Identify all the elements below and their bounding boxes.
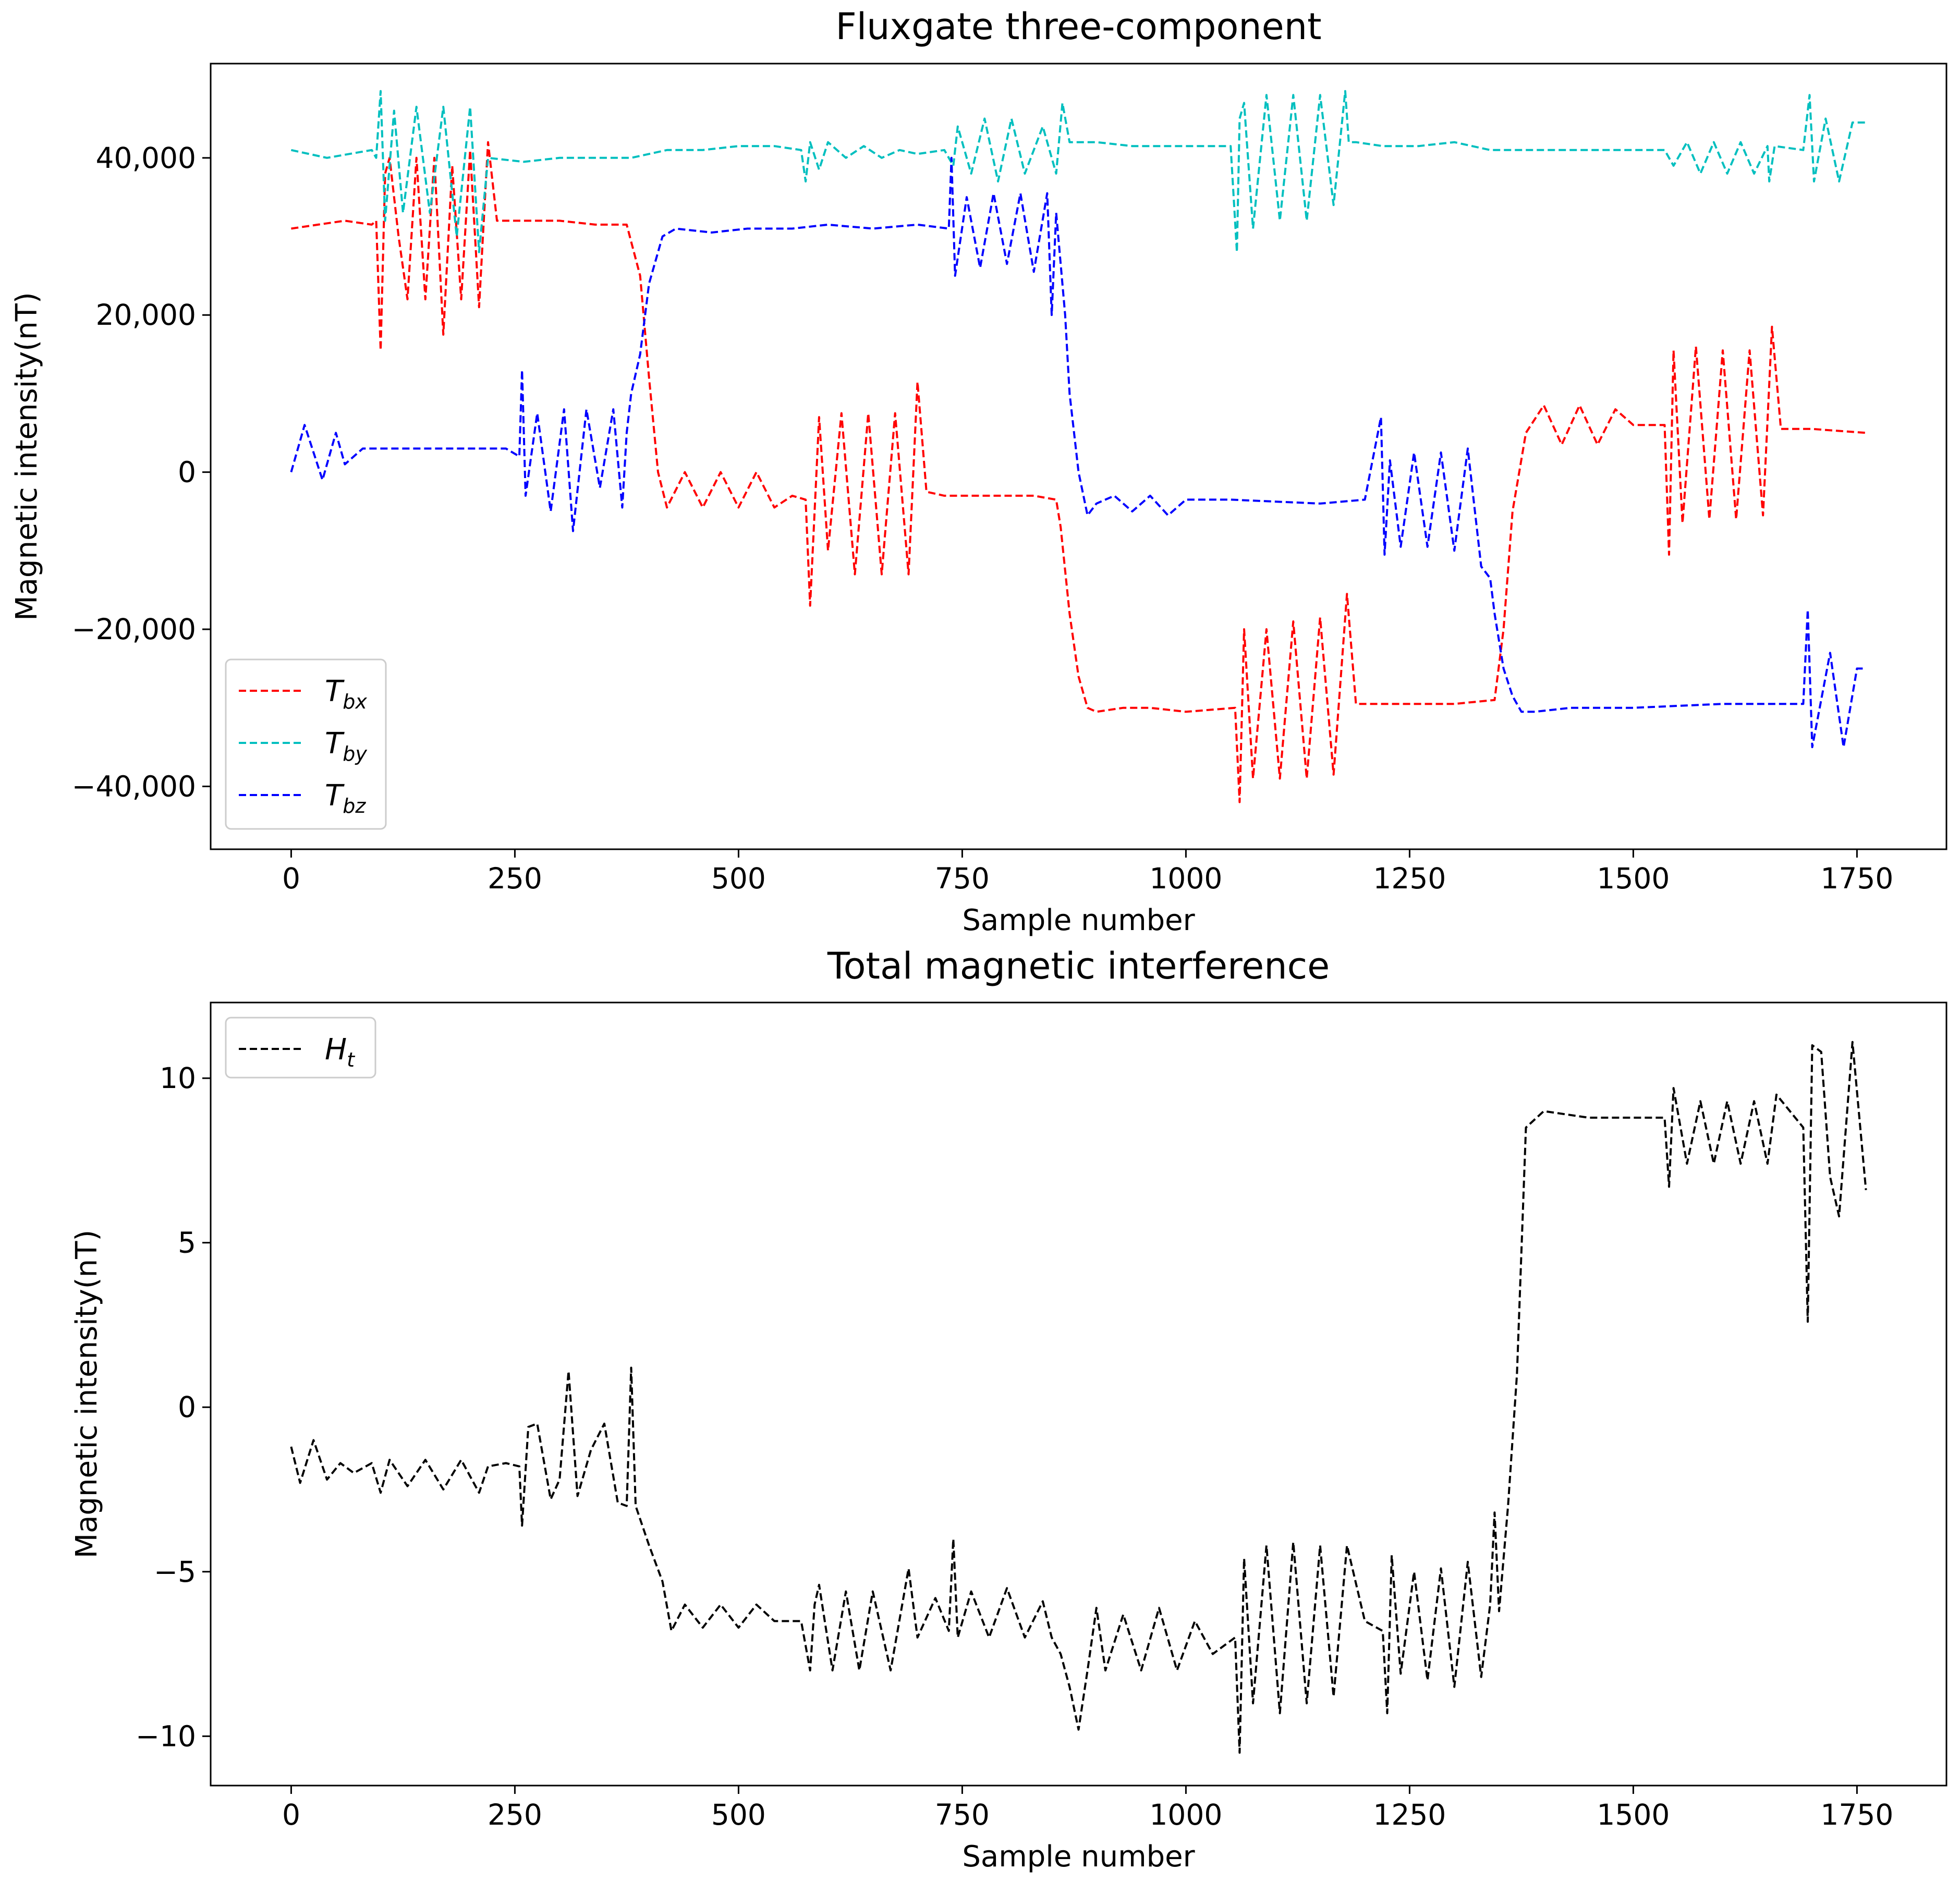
legend-label-subscript: t	[347, 1048, 356, 1071]
x-tick-label: 1750	[1820, 1798, 1893, 1831]
x-tick-label: 1500	[1597, 1798, 1670, 1831]
y-tick-label: 10	[160, 1061, 196, 1095]
legend: Ht	[225, 1017, 376, 1079]
x-tick-label: 750	[935, 862, 990, 895]
series-line-ht	[290, 1041, 1867, 1754]
y-tick-label: 40,000	[96, 141, 196, 175]
legend-label-main: T	[325, 675, 345, 708]
x-tick-label: 0	[282, 1798, 300, 1831]
x-tick-label: 500	[711, 1798, 766, 1831]
x-tick-label: 1000	[1149, 1798, 1222, 1831]
chart-title: Fluxgate three-component	[835, 5, 1321, 48]
y-axis-label: Magnetic intensity(nT)	[10, 292, 44, 620]
legend-label-main: T	[325, 779, 345, 813]
y-tick-label: −20,000	[71, 613, 196, 646]
legend-label-tbx: Tbx	[325, 675, 367, 713]
x-tick-label: 250	[488, 862, 542, 895]
x-tick-label: 1500	[1597, 862, 1670, 895]
legend-label-tby: Tby	[325, 727, 367, 765]
chart-title: Total magnetic interference	[827, 945, 1330, 987]
y-axis-label: Magnetic intensity(nT)	[70, 1230, 104, 1558]
legend-label-subscript: bx	[343, 690, 367, 713]
legend-label-ht: Ht	[325, 1033, 356, 1071]
y-tick-label: 5	[178, 1226, 196, 1260]
legend-label-subscript: bz	[343, 795, 366, 817]
y-tick-label: 0	[178, 456, 196, 489]
series-line-tby	[290, 90, 1866, 253]
y-tick-label: −10	[136, 1719, 196, 1753]
legend-box	[225, 1017, 376, 1079]
x-axis-label: Sample number	[962, 1840, 1195, 1874]
series-line-tbx	[291, 141, 1866, 803]
legend-box	[225, 658, 387, 830]
legend-label-subscript: by	[343, 742, 367, 765]
x-tick-label: 250	[488, 1798, 542, 1831]
legend-label-main: T	[325, 727, 345, 761]
x-tick-label: 1000	[1149, 862, 1222, 895]
y-tick-label: −5	[154, 1555, 196, 1588]
x-tick-label: 500	[711, 862, 766, 895]
legend-label-tbz: Tbz	[325, 779, 366, 817]
x-tick-label: 0	[282, 862, 300, 895]
x-tick-label: 1250	[1373, 862, 1446, 895]
legend-label-main: H	[325, 1033, 347, 1067]
x-tick-label: 750	[935, 1798, 990, 1831]
chart-fluxgate-three-component: Fluxgate three-component 0 250 500 750 1000 12…	[10, 5, 1947, 937]
plot-area-frame	[210, 1001, 1947, 1787]
x-axis-label: Sample number	[962, 903, 1195, 937]
series-line-tbz	[290, 156, 1866, 749]
y-tick-label: 20,000	[96, 298, 196, 332]
y-tick-label: −40,000	[71, 769, 196, 803]
x-tick-label: 1250	[1373, 1798, 1446, 1831]
plot-area-frame	[210, 63, 1947, 850]
y-tick-label: 0	[178, 1390, 196, 1424]
x-tick-label: 1750	[1820, 862, 1893, 895]
